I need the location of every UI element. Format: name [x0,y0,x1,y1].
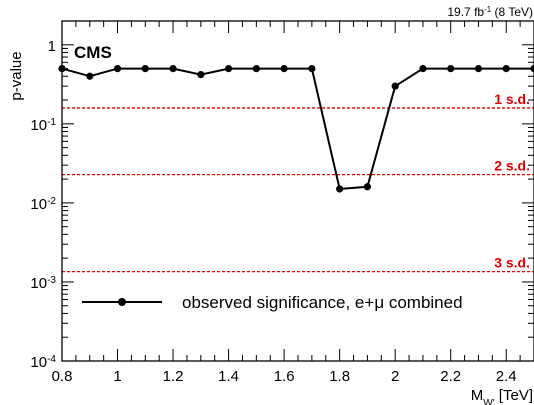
data-point [86,72,94,80]
reference-line-label: 3 s.d. [494,255,530,271]
legend-marker-icon [118,298,126,306]
x-tick-label: 1 [113,368,121,385]
data-point [391,82,399,90]
luminosity-label: 19.7 fb-1 (8 TeV) [447,5,533,20]
plot-frame [61,20,534,362]
data-point [474,64,483,73]
x-tick-label: 2.2 [440,368,461,385]
data-point [419,64,427,73]
y-tick-label: 10-4 [30,354,56,372]
data-point [252,64,260,73]
data-point [197,70,205,79]
data-point [308,64,316,73]
data-point [113,64,122,73]
data-point [169,64,177,73]
reference-lines: 1 s.d. 2 s.d. 3 s.d. [62,91,534,273]
y-tick-label: 10-2 [30,195,56,213]
x-tick-label: 1.8 [329,368,350,385]
data-point [141,64,149,73]
data-point [280,64,288,73]
series-line [61,67,534,191]
x-tick-label: 1.4 [218,368,239,385]
data-point [336,185,344,193]
x-axis-label: MW' [TeV] [471,387,533,405]
reference-line-label: 1 s.d. [494,91,530,107]
y-axis-label: p-value [8,51,25,100]
data-point [224,64,233,73]
data-point [502,64,510,73]
x-tick-label: 1.2 [163,368,184,385]
x-tick-label: 0.8 [52,368,73,385]
y-tick-label: 10-3 [30,274,56,292]
x-tick-label: 2 [391,368,399,385]
reference-line-label: 2 s.d. [494,158,530,174]
y-tick-label: 1 [48,38,56,55]
legend: observed significance, e+μ combined [82,293,463,312]
legend-entry: observed significance, e+μ combined [182,293,463,312]
x-tick-label: 2.4 [496,368,517,385]
x-tick-label: 1.6 [274,368,295,385]
data-point [363,183,372,191]
axis-tick-labels: 0.8 1 1.2 1.4 1.6 1.8 2 2.2 2.4 1 10-1 10-2 10-3 10-4 [30,38,516,385]
data-series [58,64,534,193]
y-tick-label: 10-1 [30,116,56,134]
data-point [447,64,455,73]
experiment-label: CMS [74,43,112,62]
